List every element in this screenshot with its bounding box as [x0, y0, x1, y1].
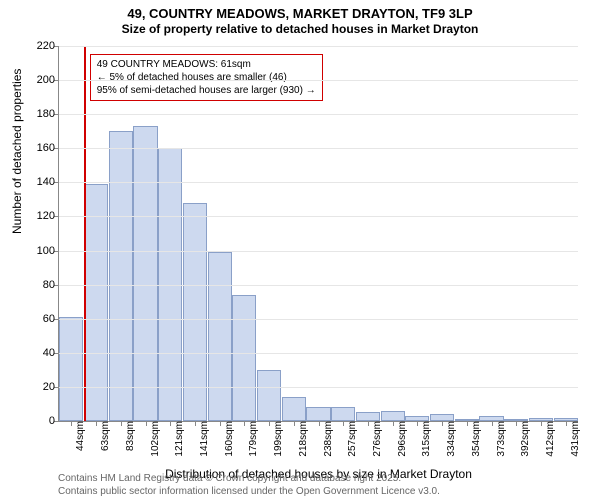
chart-title-line2: Size of property relative to detached ho…: [0, 22, 600, 37]
x-tick-mark: [170, 421, 171, 426]
x-tick-mark: [71, 421, 72, 426]
histogram-bar: [331, 407, 355, 421]
y-tick-label: 40: [25, 347, 59, 359]
x-tick-label: 412sqm: [544, 421, 556, 457]
gridline: [59, 387, 578, 388]
x-tick-label: 102sqm: [149, 421, 161, 457]
y-tick-label: 20: [25, 381, 59, 393]
y-tick-label: 60: [25, 313, 59, 325]
x-tick-label: 83sqm: [124, 421, 136, 451]
x-tick-mark: [319, 421, 320, 426]
y-tick-label: 160: [25, 142, 59, 154]
gridline: [59, 182, 578, 183]
y-tick-label: 120: [25, 210, 59, 222]
gridline: [59, 285, 578, 286]
gridline: [59, 216, 578, 217]
x-tick-mark: [244, 421, 245, 426]
histogram-bar: [381, 411, 405, 421]
footnote: Contains HM Land Registry data © Crown c…: [58, 473, 440, 498]
property-callout: 49 COUNTRY MEADOWS: 61sqm ← 5% of detach…: [90, 54, 323, 101]
x-tick-mark: [467, 421, 468, 426]
footnote-line-2: Contains public sector information licen…: [58, 486, 440, 499]
x-tick-label: 257sqm: [346, 421, 358, 457]
y-tick-label: 200: [25, 74, 59, 86]
gridline: [59, 251, 578, 252]
x-tick-label: 44sqm: [74, 421, 86, 451]
y-tick-label: 220: [25, 40, 59, 52]
x-tick-mark: [541, 421, 542, 426]
histogram-bar: [282, 397, 306, 421]
chart-title-line1: 49, COUNTRY MEADOWS, MARKET DRAYTON, TF9…: [0, 6, 600, 22]
x-tick-label: 199sqm: [272, 421, 284, 457]
footnote-line-1: Contains HM Land Registry data © Crown c…: [58, 473, 440, 486]
property-marker-line: [84, 46, 86, 421]
gridline: [59, 46, 578, 47]
histogram-bar: [133, 126, 157, 421]
x-tick-mark: [121, 421, 122, 426]
x-tick-mark: [269, 421, 270, 426]
x-tick-label: 276sqm: [371, 421, 383, 457]
gridline: [59, 319, 578, 320]
histogram-bar: [430, 414, 454, 421]
x-tick-label: 63sqm: [99, 421, 111, 451]
x-tick-mark: [393, 421, 394, 426]
y-tick-label: 0: [25, 415, 59, 427]
gridline: [59, 114, 578, 115]
y-tick-label: 100: [25, 245, 59, 257]
x-tick-label: 218sqm: [297, 421, 309, 457]
y-tick-label: 80: [25, 279, 59, 291]
x-tick-label: 392sqm: [519, 421, 531, 457]
x-tick-mark: [566, 421, 567, 426]
x-tick-mark: [516, 421, 517, 426]
x-tick-label: 431sqm: [569, 421, 581, 457]
x-tick-label: 141sqm: [198, 421, 210, 457]
x-tick-label: 354sqm: [470, 421, 482, 457]
callout-line-2: ← 5% of detached houses are smaller (46): [97, 71, 316, 84]
x-tick-label: 179sqm: [247, 421, 259, 457]
histogram-bar: [183, 203, 207, 421]
x-tick-mark: [220, 421, 221, 426]
x-tick-label: 160sqm: [223, 421, 235, 457]
x-tick-mark: [368, 421, 369, 426]
histogram-bar: [257, 370, 281, 421]
x-tick-label: 238sqm: [322, 421, 334, 457]
histogram-bar: [208, 252, 232, 421]
histogram-bar: [306, 407, 330, 421]
x-tick-mark: [442, 421, 443, 426]
callout-line-3: 95% of semi-detached houses are larger (…: [97, 84, 316, 97]
gridline: [59, 80, 578, 81]
x-tick-label: 334sqm: [445, 421, 457, 457]
x-tick-mark: [294, 421, 295, 426]
y-axis-label: Number of detached properties: [10, 69, 24, 234]
x-tick-mark: [417, 421, 418, 426]
x-tick-mark: [146, 421, 147, 426]
histogram-bar: [109, 131, 133, 421]
x-tick-mark: [96, 421, 97, 426]
histogram-plot: 49 COUNTRY MEADOWS: 61sqm ← 5% of detach…: [58, 46, 578, 422]
histogram-bar: [84, 184, 108, 421]
gridline: [59, 353, 578, 354]
y-tick-label: 180: [25, 108, 59, 120]
histogram-bar: [356, 412, 380, 421]
x-tick-mark: [195, 421, 196, 426]
y-tick-label: 140: [25, 176, 59, 188]
x-tick-label: 296sqm: [396, 421, 408, 457]
x-tick-label: 315sqm: [420, 421, 432, 457]
callout-line-1: 49 COUNTRY MEADOWS: 61sqm: [97, 58, 316, 71]
x-tick-label: 121sqm: [173, 421, 185, 457]
histogram-bar: [59, 317, 83, 421]
x-tick-label: 373sqm: [495, 421, 507, 457]
histogram-bar: [232, 295, 256, 421]
x-tick-mark: [343, 421, 344, 426]
bars-layer: [59, 46, 578, 421]
x-tick-mark: [492, 421, 493, 426]
gridline: [59, 148, 578, 149]
